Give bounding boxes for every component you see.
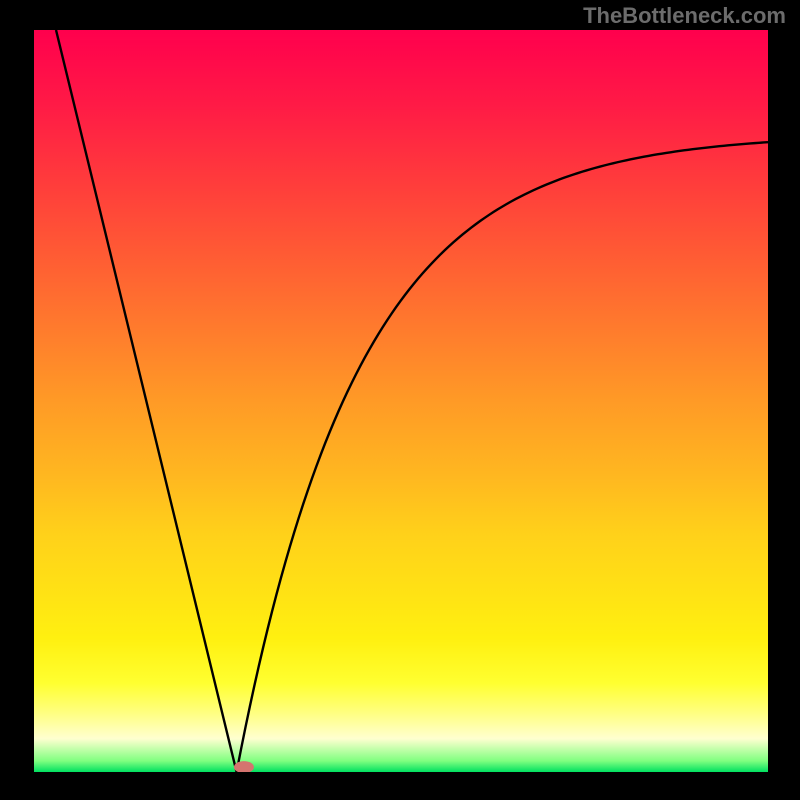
bottleneck-plot	[34, 30, 768, 772]
chart-frame: TheBottleneck.com	[0, 0, 800, 800]
watermark-text: TheBottleneck.com	[583, 3, 786, 29]
plot-background	[34, 30, 768, 772]
